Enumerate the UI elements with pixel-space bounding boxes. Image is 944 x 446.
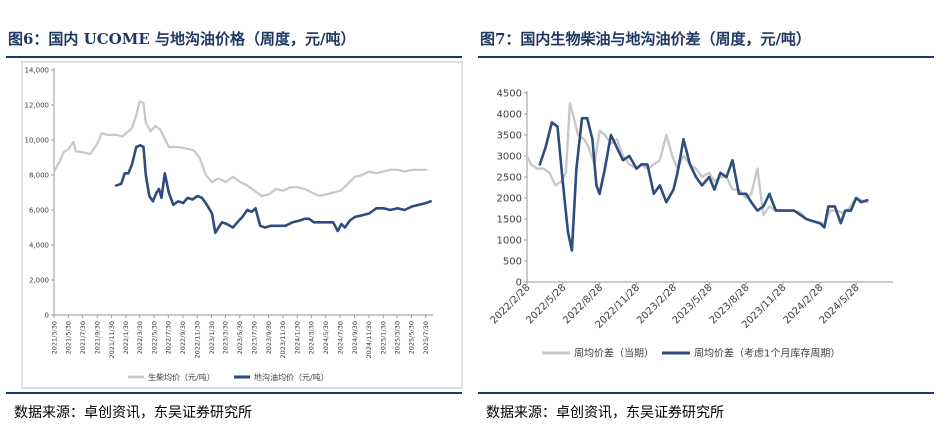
- x-tick-label: 2023/7/30: [250, 321, 258, 354]
- right-panel: 图7：国内生物柴油与地沟油价差（周度，元/吨） 0 500 1000 1500 2000…: [472, 0, 944, 446]
- right-chart-title: 图7：国内生物柴油与地沟油价差（周度，元/吨）: [480, 30, 811, 48]
- left-chart-title: 图6：国内 UCOME 与地沟油价格（周度，元/吨）: [8, 30, 356, 48]
- x-tick-label: 2021/9/30: [93, 321, 101, 354]
- x-tick-label: 2022/7/30: [165, 321, 173, 354]
- x-tick-label: 2021/11/30: [108, 321, 116, 358]
- x-tick-label: 2025/3/30: [393, 321, 401, 354]
- y-tick-label: 14,000: [25, 66, 50, 74]
- right-title-rule: [478, 56, 934, 58]
- left-title-rule: [6, 56, 462, 58]
- x-tick-label: 2024/7/30: [336, 321, 344, 354]
- x-tick-label: 2024/1/30: [294, 321, 302, 354]
- left-panel: 图6：国内 UCOME 与地沟油价格（周度，元/吨） 0 2,000 4,000 6,…: [6, 30, 463, 421]
- y-tick-label: 0: [516, 278, 522, 289]
- x-tick-label: 2022/11/30: [194, 321, 202, 358]
- y-tick-label: 2000: [497, 194, 522, 205]
- x-tick-label: 2021/3/30: [50, 321, 58, 354]
- y-tick-label: 3500: [497, 131, 522, 142]
- y-tick-label: 6,000: [29, 206, 49, 214]
- series-line-2: [114, 144, 432, 235]
- plot-frame: [21, 61, 463, 389]
- y-tick-label: 0: [45, 311, 49, 319]
- y-tick-label: 10,000: [25, 136, 50, 144]
- y-tick-label: 4500: [497, 89, 522, 100]
- x-tick-label: 2024/11/30: [365, 321, 373, 358]
- x-tick-label: 2021/5/30: [65, 321, 73, 354]
- x-tick-label: 2023/5/30: [236, 321, 244, 354]
- y-tick-label: 4,000: [29, 241, 49, 249]
- y-tick-label: 4000: [497, 110, 522, 121]
- x-tick-label: 2022/3/30: [136, 321, 144, 354]
- x-tick-label: 2024/5/30: [322, 321, 330, 354]
- y-tick-label: 2500: [497, 173, 522, 184]
- x-tick-label: 2023/1/30: [208, 321, 216, 354]
- ucome-uco-price-chart: 0 2,000 4,000 6,000 8,000 10,000 12,000 14,000 2…: [21, 61, 463, 389]
- y-tick-label: 8,000: [29, 171, 49, 179]
- x-tick-label: 2023/9/30: [265, 321, 273, 354]
- x-tick-label: 2024/3/30: [308, 321, 316, 354]
- legend-label-2: 周均价差（考虑1个月库存周期）: [694, 347, 840, 360]
- right-source-note: 数据来源：卓创资讯，东吴证券研究所: [486, 405, 724, 421]
- x-tick-label: 2023/11/30: [279, 321, 287, 358]
- y-tick-label: 2,000: [29, 276, 49, 284]
- x-tick-label: 2025/7/30: [422, 321, 430, 354]
- x-tick-label: 2025/1/30: [379, 321, 387, 354]
- x-tick-label: 2022/5/30: [150, 321, 158, 354]
- x-tick-label: 2024/9/30: [351, 321, 359, 354]
- x-tick-label: 2023/3/30: [222, 321, 230, 354]
- legend-label-2: 地沟油均价（元/吨）: [254, 372, 329, 382]
- series-line-1: [52, 100, 428, 198]
- x-tick-label: 2022/9/30: [179, 321, 187, 354]
- x-tick-label: 2025/5/30: [408, 321, 416, 354]
- series-line-2: [538, 116, 869, 252]
- y-tick-label: 1500: [497, 215, 522, 226]
- y-tick-label: 1000: [497, 236, 522, 247]
- left-source-note: 数据来源：卓创资讯，东吴证券研究所: [14, 405, 252, 421]
- legend-label-1: 生柴均价（元/吨）: [148, 372, 215, 382]
- x-tick-label: 2021/7/30: [79, 321, 87, 354]
- y-tick-label: 12,000: [25, 101, 50, 109]
- biodiesel-spread-chart: 0500100015002000250030003500400045002022…: [489, 89, 893, 360]
- legend-label-1: 周均价差（当期）: [574, 347, 654, 360]
- x-tick-label: 2022/1/30: [122, 321, 130, 354]
- left-source-rule: [6, 392, 462, 394]
- y-tick-label: 3000: [497, 152, 522, 163]
- right-source-rule: [478, 392, 934, 394]
- y-tick-label: 500: [503, 257, 522, 268]
